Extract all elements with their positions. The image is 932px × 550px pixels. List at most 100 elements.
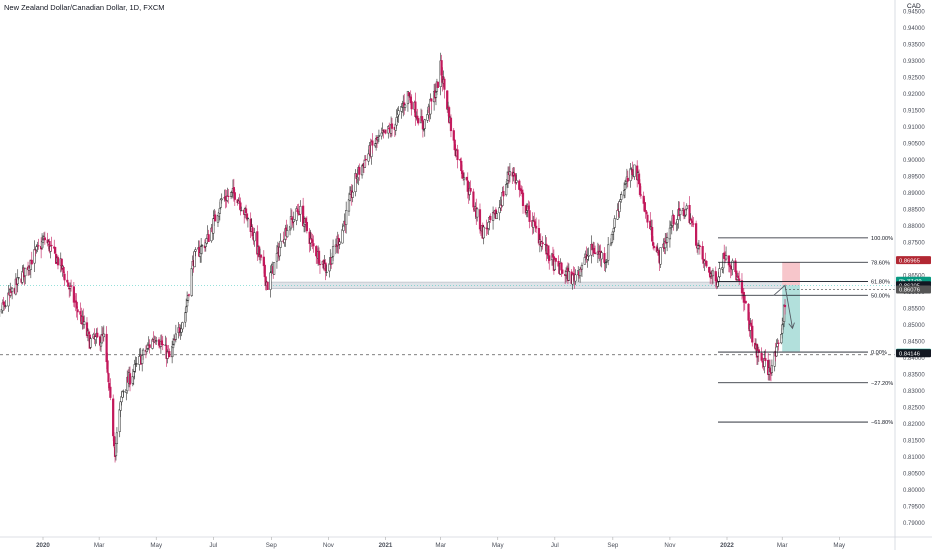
candle-body — [251, 227, 254, 237]
candle-body — [155, 340, 158, 342]
candle-body — [465, 176, 468, 181]
candle-body — [216, 215, 220, 223]
candle-body — [388, 127, 391, 130]
x-tick-label: 2021 — [379, 542, 393, 549]
candle-body — [684, 209, 687, 216]
candle-body — [21, 271, 24, 283]
x-tick-label: Nov — [664, 542, 676, 549]
y-tick-label: 0.86500 — [903, 273, 925, 279]
candle-body — [747, 303, 750, 321]
y-tick-label: 0.92000 — [903, 92, 925, 98]
y-tick-label: 0.80000 — [903, 488, 925, 494]
candle-body — [331, 246, 335, 257]
candle-body — [63, 273, 66, 281]
x-tick-label: Mar — [777, 542, 788, 549]
fib-level-label: −27.20% — [871, 381, 893, 387]
candle-body — [132, 371, 135, 378]
candle-body — [609, 242, 613, 246]
x-tick-label: May — [833, 542, 846, 549]
candle-body — [781, 324, 784, 334]
candle-body — [364, 158, 367, 161]
candle-body — [118, 409, 121, 432]
y-tick-label: 0.92500 — [903, 75, 925, 81]
candle-body — [69, 286, 72, 289]
candle-body — [94, 336, 97, 340]
candle-body — [83, 321, 86, 325]
candle-body — [109, 386, 112, 398]
y-tick-label: 0.84000 — [903, 356, 925, 362]
candle-body — [612, 228, 615, 233]
candle-body — [317, 250, 321, 264]
candle-body — [502, 191, 505, 197]
candle-body — [105, 333, 108, 363]
candle-body — [299, 206, 302, 215]
candle-body — [426, 114, 429, 121]
x-tick-label: 2022 — [720, 542, 734, 549]
candle-body — [161, 344, 164, 346]
price-label: 0.86076 — [899, 288, 920, 294]
candle-body — [148, 344, 151, 348]
candle-body — [527, 205, 530, 210]
candle-body — [360, 165, 364, 176]
candle-body — [718, 268, 721, 277]
y-tick-label: 0.88000 — [903, 224, 925, 230]
candle-body — [462, 177, 466, 180]
candle-body — [557, 261, 560, 267]
candle-body — [695, 223, 698, 246]
candle-body — [578, 269, 582, 277]
y-tick-label: 0.87500 — [903, 240, 925, 246]
candle-body — [331, 257, 334, 265]
candle-body — [185, 306, 188, 313]
candle-body — [685, 205, 688, 210]
candle-body — [207, 234, 210, 242]
candle-body — [622, 190, 626, 196]
candle-body — [122, 391, 125, 393]
candle-body — [54, 247, 57, 254]
candle-body — [69, 285, 73, 287]
y-tick-label: 0.83500 — [903, 373, 925, 379]
candle-body — [619, 199, 622, 202]
candle-body — [727, 255, 730, 266]
candle-body — [487, 221, 490, 229]
candle-body — [505, 184, 508, 196]
candle-body — [613, 218, 616, 228]
price-label: 0.86965 — [899, 258, 920, 264]
candle-body — [434, 92, 438, 98]
candle-body — [283, 239, 286, 243]
candle-body — [610, 233, 614, 243]
candle-body — [751, 325, 754, 343]
candle-body — [157, 339, 161, 346]
x-tick-label: Nov — [323, 542, 335, 549]
candle-body — [452, 130, 455, 141]
candle-body — [775, 346, 778, 357]
candle-body — [102, 333, 105, 338]
candle-body — [50, 244, 53, 247]
candle-body — [534, 221, 537, 227]
candle-body — [716, 281, 719, 287]
fib-level-label: 61.80% — [871, 279, 890, 285]
candle-body — [387, 126, 390, 134]
x-tick-label: May — [492, 542, 505, 549]
candle-body — [708, 266, 711, 273]
candle-body — [668, 227, 672, 240]
candle-body — [637, 173, 641, 185]
candle-body — [469, 188, 472, 192]
candle-body — [583, 257, 586, 265]
candle-body — [384, 129, 387, 134]
candle-body — [443, 78, 446, 90]
candle-body — [644, 209, 647, 212]
candle-body — [646, 214, 649, 223]
candle-body — [181, 322, 184, 330]
currency-label: CAD — [907, 3, 921, 10]
candle-body — [4, 305, 7, 307]
candle-body — [263, 264, 266, 278]
candle-body — [631, 169, 634, 176]
candle-body — [218, 208, 221, 214]
y-tick-label: 0.79500 — [903, 505, 925, 511]
candle-body — [548, 255, 551, 261]
candle-body — [11, 287, 14, 292]
candle-body — [593, 247, 596, 254]
candle-body — [633, 164, 636, 177]
candle-body — [521, 192, 525, 206]
